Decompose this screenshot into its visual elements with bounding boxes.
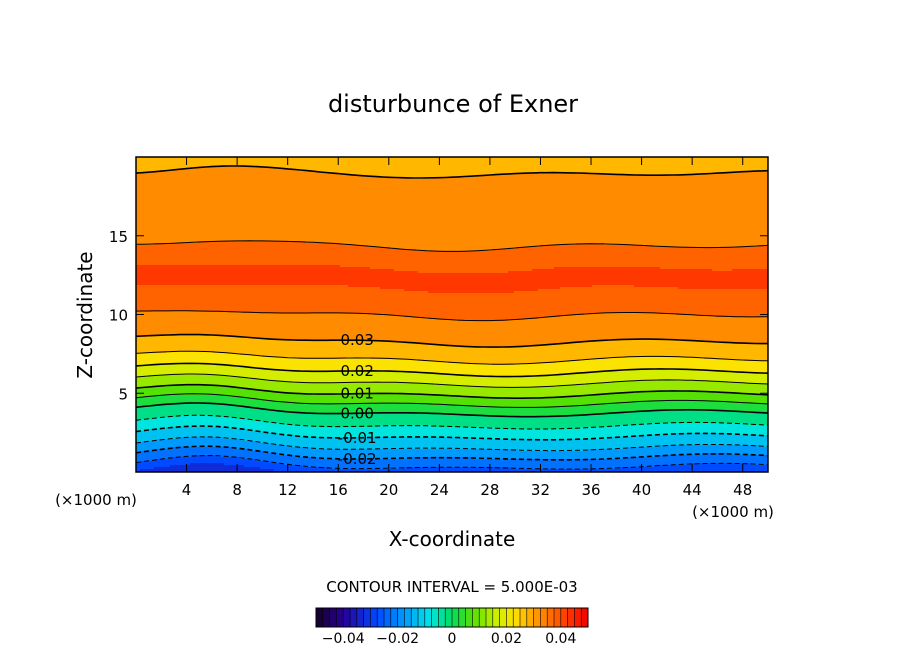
x-tick-label: 8: [232, 481, 242, 499]
colorbar-cell: [554, 608, 562, 627]
x-tick-label: 28: [480, 481, 499, 499]
x-tick-label: 36: [581, 481, 600, 499]
contour-label: 0.03: [340, 331, 373, 349]
colorbar-cell: [547, 608, 555, 627]
colorbar-tick-label: 0.04: [545, 631, 576, 647]
contour-label: 0.00: [340, 404, 373, 422]
contour-line: [136, 310, 768, 322]
x-tick-label: 44: [683, 481, 702, 499]
contour-label: -0.02: [338, 450, 377, 468]
colorbar-cell: [472, 608, 480, 627]
contour-line: [136, 373, 768, 388]
chart-title: disturbunce of Exner: [328, 90, 578, 118]
colorbar-cell: [540, 608, 548, 627]
colorbar-cell: [329, 608, 337, 627]
colorbar-cell: [438, 608, 446, 627]
contour-line: [136, 393, 768, 408]
colorbar-cell: [560, 608, 569, 627]
x-unit-right: (×1000 m): [692, 503, 774, 521]
contour-line: [136, 240, 768, 252]
x-tick-label: 16: [329, 481, 348, 499]
x-tick-label: 4: [182, 481, 192, 499]
colorbar-cell: [506, 608, 514, 627]
colorbar-cell: [322, 608, 331, 627]
colorbar-cell: [356, 608, 365, 627]
colorbar-cell: [390, 608, 399, 627]
colorbar-cell: [581, 608, 589, 627]
colorbar-cell: [336, 608, 344, 627]
colorbar-cell: [363, 608, 371, 627]
x-tick-label: 40: [632, 481, 651, 499]
colorbar-cell: [486, 608, 494, 627]
contour-line: [136, 414, 768, 430]
colorbar-cell: [343, 608, 351, 627]
contour-line: [136, 445, 768, 461]
contour-line: [136, 455, 768, 470]
y-tick-label: 10: [109, 307, 128, 325]
x-axis: 4 8 12 16 20 24 28 32 36 40 44 48: [182, 157, 752, 499]
contour-interval-text: CONTOUR INTERVAL = 5.000E-03: [326, 578, 577, 596]
colorbar-cell: [499, 608, 507, 627]
colorbar-cell: [431, 608, 439, 627]
x-tick-label: 24: [430, 481, 449, 499]
contour-label: -0.01: [338, 429, 377, 447]
contour-line: [136, 350, 768, 365]
contour-line: [136, 425, 768, 441]
colorbar-cell: [458, 608, 467, 627]
contour-line: [136, 165, 768, 179]
plot-area: 0.03 0.02 0.010.00 -0.01 -0.02: [135, 156, 769, 473]
contour-label: 0.01: [340, 385, 373, 403]
colorbar-cell: [384, 608, 392, 627]
colorbar-cell: [513, 608, 521, 627]
colorbar-cell: [411, 608, 419, 627]
colorbar-frame: [315, 607, 589, 628]
colorbar-cell: [370, 608, 378, 627]
colorbar-cell: [418, 608, 426, 627]
colorbar-cell: [377, 608, 385, 627]
colorbar-cell: [445, 608, 453, 627]
colorbar-cell: [479, 608, 487, 627]
y-axis-label: Z-coordinate: [73, 251, 97, 378]
contour-line: [136, 333, 768, 348]
x-tick-label: 12: [278, 481, 297, 499]
contour-line: [136, 362, 768, 378]
x-unit-left: (×1000 m): [55, 491, 137, 509]
colorbar-tick-label: 0.02: [491, 631, 522, 647]
colorbar-cell: [424, 608, 433, 627]
x-tick-label: 20: [379, 481, 398, 499]
colorbar-cell: [316, 608, 324, 627]
colorbar-cell: [520, 608, 528, 627]
colorbar-cell: [404, 608, 412, 627]
colorbar-cell: [465, 608, 473, 627]
y-tick-label: 15: [109, 228, 128, 246]
contour-line: [136, 402, 768, 418]
colorbar: [315, 607, 589, 628]
colorbar-tick-label: −0.02: [376, 631, 419, 647]
colorbar-cell: [452, 608, 460, 627]
x-tick-label: 32: [531, 481, 550, 499]
colorbar-tick-label: 0: [448, 631, 457, 647]
colorbar-tick-label: −0.04: [322, 631, 365, 647]
colorbar-ticks: −0.04 −0.02 0 0.02 0.04: [322, 631, 577, 647]
colorbar-cell: [526, 608, 535, 627]
colorbar-cell: [567, 608, 575, 627]
colorbar-cell: [350, 608, 358, 627]
y-tick-label: 5: [118, 385, 128, 403]
colorbar-cell: [574, 608, 582, 627]
contour-label: 0.02: [340, 362, 373, 380]
contour-line: [136, 383, 768, 399]
colorbar-cell: [492, 608, 501, 627]
colorbar-cell: [397, 608, 405, 627]
colorbar-cell: [533, 608, 541, 627]
contour-line: [136, 436, 768, 452]
x-tick-label: 48: [733, 481, 752, 499]
y-axis: 5 10 15: [109, 228, 768, 403]
x-axis-label: X-coordinate: [389, 527, 516, 551]
